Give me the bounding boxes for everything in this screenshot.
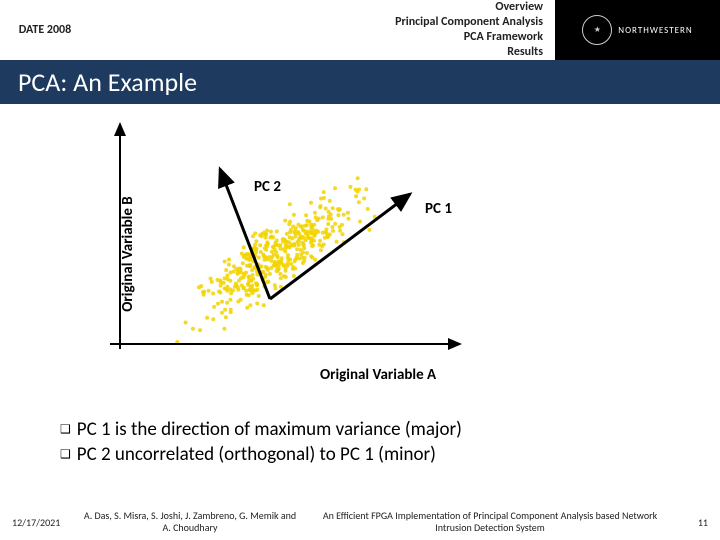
slide-title-band: PCA: An Example — [0, 60, 720, 104]
header-nav: Overview Principal Component Analysis PC… — [90, 0, 555, 60]
header-date: DATE 2008 — [0, 0, 90, 60]
bullet-text: PC 2 uncorrelated (orthogonal) to PC 1 (… — [77, 443, 436, 468]
scatter-plot — [100, 114, 500, 394]
pc2-label: PC 2 — [254, 178, 281, 196]
bullet-icon: ❑ — [60, 423, 71, 439]
footer-date: 12/17/2021 — [0, 516, 80, 529]
footer-page-number: 11 — [680, 516, 720, 529]
footer: 12/17/2021 A. Das, S. Misra, S. Joshi, J… — [0, 510, 720, 534]
institution-name: NORTHWESTERN — [618, 25, 692, 36]
footer-paper-title: An Efficient FPGA Implementation of Prin… — [300, 510, 680, 534]
nav-item: Overview — [495, 0, 543, 15]
slide-title: PCA: An Example — [18, 66, 197, 98]
pc1-label: PC 1 — [425, 200, 452, 218]
pca-chart: Original Variable B Original Variable A … — [0, 104, 720, 404]
institution-logo: ★ NORTHWESTERN — [555, 0, 720, 60]
nav-item: Results — [507, 45, 543, 60]
footer-authors: A. Das, S. Misra, S. Joshi, J. Zambreno,… — [80, 510, 300, 534]
y-axis-label: Original Variable B — [119, 196, 137, 311]
bullet-list: ❑ PC 1 is the direction of maximum varia… — [60, 418, 462, 467]
x-axis-label: Original Variable A — [320, 366, 436, 384]
bullet-item: ❑ PC 2 uncorrelated (orthogonal) to PC 1… — [60, 443, 462, 468]
nav-item: Principal Component Analysis — [395, 15, 543, 30]
seal-icon: ★ — [582, 15, 612, 45]
nav-item: PCA Framework — [464, 30, 543, 45]
bullet-icon: ❑ — [60, 448, 71, 464]
bullet-text: PC 1 is the direction of maximum varianc… — [77, 418, 462, 443]
bullet-item: ❑ PC 1 is the direction of maximum varia… — [60, 418, 462, 443]
